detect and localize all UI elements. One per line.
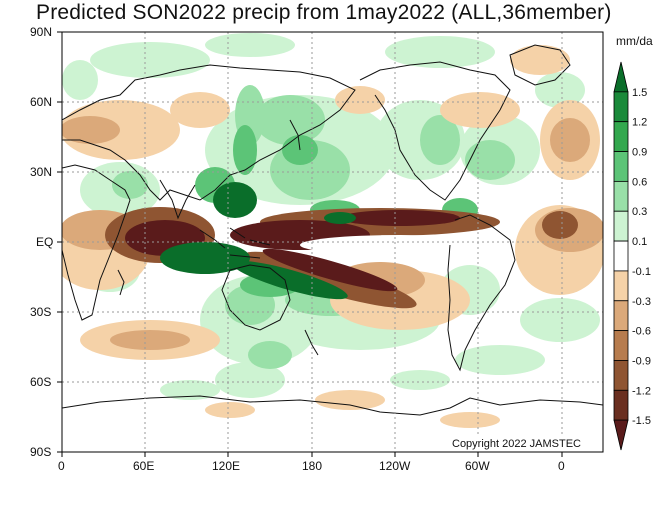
lon-axis: 0 60E 120E 180 120W 60W 0 (58, 459, 565, 473)
colorbar-tick-label: -0.3 (632, 296, 651, 308)
colorbar-swatch (613, 151, 629, 182)
colorbar-swatch (613, 240, 629, 272)
copyright-box (446, 434, 602, 450)
gridlines (62, 32, 603, 452)
lon-tick: 0 (58, 459, 65, 473)
lat-tick: 90N (30, 25, 52, 39)
colorbar-tick-label: 1.5 (632, 87, 647, 99)
equatorial-pacific-tongue (300, 235, 500, 255)
colorbar-swatch (613, 91, 629, 123)
lat-tick: 30S (30, 305, 51, 319)
colorbar-tick-label: -0.6 (632, 326, 651, 338)
colorbar-swatch (613, 419, 629, 451)
lon-tick: 60W (465, 459, 490, 473)
lon-tick: 120E (212, 459, 240, 473)
colorbar-tick-label: 0.1 (632, 236, 647, 248)
lon-tick: 0 (558, 459, 565, 473)
colorbar-tick-label: 1.2 (632, 117, 647, 129)
coast-south-america (447, 214, 516, 372)
lat-tick: EQ (36, 235, 53, 249)
colorbar-tick-label: -0.9 (632, 355, 651, 367)
colorbar-tick-label: -1.5 (632, 415, 651, 427)
colorbar-tick-label: 0.9 (632, 147, 647, 159)
lon-tick: 180 (302, 459, 322, 473)
lat-tick-marks (57, 31, 62, 453)
colorbar-swatch (613, 300, 629, 332)
coast-antarctica (62, 395, 603, 416)
coastlines (62, 44, 603, 416)
colorbar-swatch (613, 61, 629, 93)
colorbar-tick-label: 0.6 (632, 176, 647, 188)
coast-indonesia (199, 227, 271, 259)
lon-tick: 60E (133, 459, 154, 473)
coast-australia (221, 264, 291, 331)
coast-new-zealand (304, 329, 319, 356)
lat-tick: 30N (30, 165, 52, 179)
colorbar-swatch (613, 270, 629, 302)
lat-tick: 60S (30, 375, 51, 389)
lon-tick: 120W (379, 459, 411, 473)
lat-axis: 90N 60N 30N EQ 30S 60S 90S (30, 25, 53, 459)
copyright-text: Copyright 2022 JAMSTEC (452, 438, 581, 450)
coast-eurasia (62, 64, 356, 201)
coast-africa (62, 164, 131, 321)
coast-north-america (359, 61, 511, 201)
anomaly-field (62, 33, 603, 428)
coast-madagascar (117, 269, 125, 296)
colorbar-swatch (613, 360, 629, 391)
lat-tick: 90S (30, 445, 51, 459)
colorbar-swatch (613, 389, 629, 421)
colorbar-swatch (613, 210, 629, 242)
map-title: Predicted SON2022 precip from 1may2022 (… (36, 1, 612, 24)
colorbar-swatch (613, 330, 629, 361)
units-label: mm/da (616, 34, 653, 48)
wet-extreme-regions (160, 182, 356, 300)
colorbar-swatch (613, 121, 629, 152)
colorbar-tick-label: 0.3 (632, 206, 647, 218)
colorbar-tick-label: -1.2 (632, 385, 651, 397)
colorbar: 1.5 1.2 0.9 0.6 0.3 0.1 -0.1 -0.3 -0.6 -0.9 -1.2 -1… (613, 61, 651, 451)
lon-tick-marks (61, 452, 563, 457)
colorbar-swatch (613, 180, 629, 212)
coast-india (159, 179, 196, 220)
colorbar-tick-label: -0.1 (632, 266, 651, 278)
lat-tick: 60N (30, 95, 52, 109)
coast-japan (289, 119, 301, 151)
